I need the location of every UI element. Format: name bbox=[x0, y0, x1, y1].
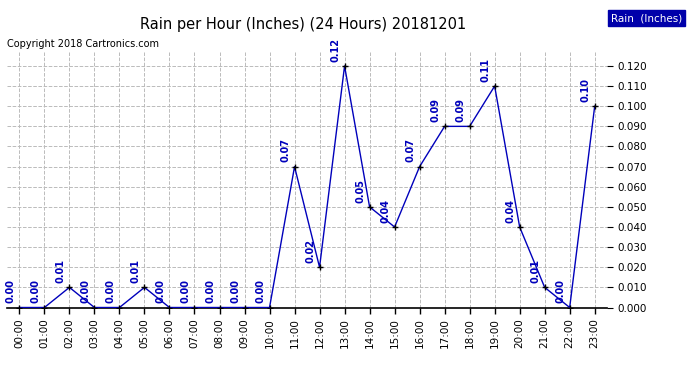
Text: 0.00: 0.00 bbox=[80, 279, 90, 303]
Text: 0.00: 0.00 bbox=[180, 279, 190, 303]
Text: 0.11: 0.11 bbox=[480, 58, 491, 82]
Text: 0.00: 0.00 bbox=[555, 279, 566, 303]
Text: 0.04: 0.04 bbox=[380, 199, 391, 223]
Text: 0.09: 0.09 bbox=[455, 98, 466, 122]
Text: Rain  (Inches): Rain (Inches) bbox=[611, 13, 682, 23]
Text: 0.01: 0.01 bbox=[531, 259, 540, 283]
Text: 0.00: 0.00 bbox=[106, 279, 115, 303]
Text: 0.00: 0.00 bbox=[255, 279, 266, 303]
Text: 0.00: 0.00 bbox=[230, 279, 240, 303]
Text: 0.01: 0.01 bbox=[55, 259, 66, 283]
Text: 0.07: 0.07 bbox=[280, 138, 290, 162]
Text: 0.12: 0.12 bbox=[331, 38, 340, 62]
Text: Rain per Hour (Inches) (24 Hours) 20181201: Rain per Hour (Inches) (24 Hours) 201812… bbox=[141, 17, 466, 32]
Text: 0.00: 0.00 bbox=[155, 279, 166, 303]
Text: 0.05: 0.05 bbox=[355, 179, 366, 203]
Text: 0.02: 0.02 bbox=[306, 239, 315, 263]
Text: 0.00: 0.00 bbox=[206, 279, 215, 303]
Text: 0.07: 0.07 bbox=[406, 138, 415, 162]
Text: 0.00: 0.00 bbox=[6, 279, 15, 303]
Text: 0.10: 0.10 bbox=[580, 78, 591, 102]
Text: 0.00: 0.00 bbox=[30, 279, 40, 303]
Text: 0.04: 0.04 bbox=[506, 199, 515, 223]
Text: 0.01: 0.01 bbox=[130, 259, 140, 283]
Text: Copyright 2018 Cartronics.com: Copyright 2018 Cartronics.com bbox=[7, 39, 159, 50]
Text: 0.09: 0.09 bbox=[431, 98, 440, 122]
